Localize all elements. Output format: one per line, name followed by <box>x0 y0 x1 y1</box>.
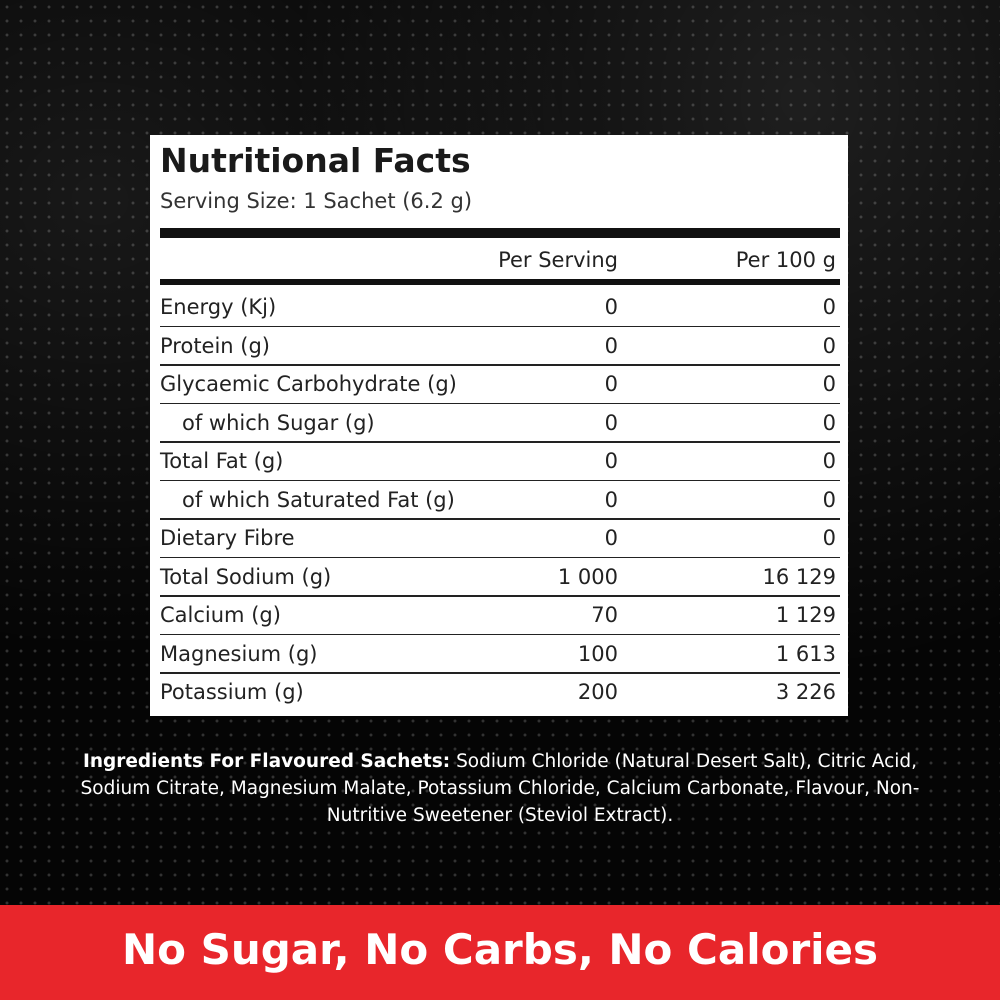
ingredients-text: Sodium Chloride (Natural Desert Salt), C… <box>80 751 920 826</box>
table-row: Total Sodium (g) 1 000 16 129 <box>160 558 840 596</box>
header-row: Per Serving Per 100 g <box>160 241 840 279</box>
per-serving-value: 100 <box>577 641 618 666</box>
row-label: of which Sugar (g) <box>182 410 375 435</box>
per-100g-value: 0 <box>822 295 836 319</box>
row-label: Magnesium (g) <box>160 641 318 666</box>
per-100g-value: 0 <box>822 410 836 435</box>
table-row: Dietary Fibre 0 0 <box>160 519 840 557</box>
row-separator <box>160 518 840 520</box>
table-row: Glycaemic Carbohydrate (g) 0 0 <box>160 365 840 403</box>
row-separator <box>160 672 840 674</box>
table-row: Total Fat (g) 0 0 <box>160 442 840 480</box>
banner-text: No Sugar, No Carbs, No Calories <box>121 925 879 974</box>
per-100g-value: 0 <box>822 333 836 358</box>
row-label: Total Fat (g) <box>160 449 284 473</box>
panel-title: Nutritional Facts <box>160 141 471 180</box>
per-serving-value: 200 <box>577 680 618 704</box>
table-row: Potassium (g) 200 3 226 <box>160 673 840 711</box>
row-separator <box>160 595 840 597</box>
table-row: Calcium (g) 70 1 129 <box>160 596 840 634</box>
per-100g-value: 1 613 <box>775 641 836 666</box>
table-row: Energy (Kj) 0 0 <box>160 288 840 326</box>
per-100g-value: 0 <box>822 449 836 473</box>
row-label: Energy (Kj) <box>160 295 277 319</box>
per-100g-value: 0 <box>822 372 836 396</box>
table-row: of which Sugar (g) 0 0 <box>160 404 840 442</box>
per-serving-value: 0 <box>604 449 618 473</box>
per-100g-value: 1 129 <box>775 603 836 627</box>
per-serving-value: 0 <box>604 295 618 319</box>
row-label: Dietary Fibre <box>160 526 295 550</box>
table-row: of which Saturated Fat (g) 0 0 <box>160 481 840 519</box>
serving-size: Serving Size: 1 Sachet (6.2 g) <box>160 189 473 213</box>
table-row: Protein (g) 0 0 <box>160 327 840 365</box>
per-serving-value: 70 <box>591 603 618 627</box>
column-header: Per Serving <box>498 248 618 272</box>
per-100g-value: 3 226 <box>775 680 836 704</box>
per-100g-value: 0 <box>822 526 836 550</box>
row-separator <box>160 402 840 404</box>
row-separator <box>160 556 840 558</box>
row-label: Glycaemic Carbohydrate (g) <box>160 372 457 396</box>
ingredients-heading: Ingredients For Flavoured Sachets: <box>82 751 451 772</box>
ingredients: Ingredients For Flavoured Sachets: Sodiu… <box>70 748 930 829</box>
per-serving-value: 1 000 <box>557 564 618 589</box>
row-label: Total Sodium (g) <box>160 564 332 589</box>
row-label: of which Saturated Fat (g) <box>182 487 455 512</box>
nutrition-panel: Nutritional Facts Serving Size: 1 Sachet… <box>150 135 848 716</box>
per-100g-value: 0 <box>822 487 836 512</box>
thick-rule <box>160 228 840 238</box>
row-separator <box>160 441 840 443</box>
column-header: Per 100 g <box>735 248 836 272</box>
banner: No Sugar, No Carbs, No Calories <box>0 905 1000 1000</box>
row-separator <box>160 364 840 366</box>
row-separator <box>160 325 840 327</box>
per-serving-value: 0 <box>604 372 618 396</box>
per-serving-value: 0 <box>604 410 618 435</box>
per-100g-value: 16 129 <box>762 564 836 589</box>
row-separator <box>160 633 840 635</box>
row-label: Calcium (g) <box>160 603 281 627</box>
table-row: Magnesium (g) 100 1 613 <box>160 635 840 673</box>
per-serving-value: 0 <box>604 526 618 550</box>
row-label: Protein (g) <box>160 333 271 358</box>
per-serving-value: 0 <box>604 487 618 512</box>
thick-rule <box>160 279 840 285</box>
per-serving-value: 0 <box>604 333 618 358</box>
row-separator <box>160 479 840 481</box>
row-label: Potassium (g) <box>160 680 304 704</box>
